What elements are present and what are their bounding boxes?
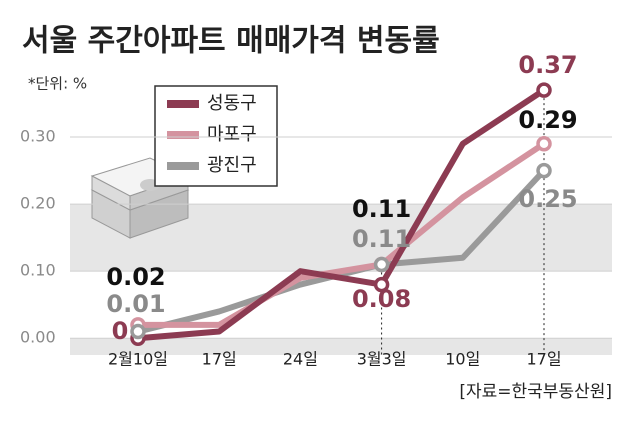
series-line: [138, 141, 546, 328]
subtitle: *단위: %: [28, 75, 87, 93]
point-marker: [536, 82, 552, 98]
series-line: [137, 168, 547, 335]
data-label: 0.37: [518, 51, 577, 79]
data-label: 0.11: [352, 225, 411, 253]
y-tick-label: 0.20: [20, 194, 56, 213]
data-label: 0.08: [352, 285, 411, 313]
legend-label: 광진구: [207, 155, 257, 176]
point-marker: [130, 323, 146, 340]
data-label: 0.01: [106, 290, 165, 318]
data-label: 0.02: [106, 263, 165, 291]
point-marker: [536, 162, 552, 179]
legend-label: 마포구: [207, 124, 257, 145]
x-tick-label: 17일: [526, 350, 561, 369]
legend-label: 성동구: [207, 93, 257, 114]
y-tick-label: 0.30: [20, 127, 56, 146]
point-marker: [373, 256, 390, 273]
y-tick-label: 0.00: [20, 328, 56, 347]
data-label: 0: [112, 317, 129, 345]
point-marker: [373, 276, 390, 293]
data-label: 0.29: [518, 106, 577, 134]
point-marker: [536, 136, 552, 152]
y-tick-label: 0.10: [20, 261, 56, 280]
data-label: 0.25: [518, 185, 577, 213]
x-tick-label: 3월3일: [357, 350, 407, 369]
data-label: 0.11: [352, 195, 411, 223]
x-tick-label: 10일: [445, 350, 480, 369]
x-tick-label: 2월10일: [108, 350, 168, 369]
x-tick-label: 24일: [283, 350, 318, 369]
series-line: [137, 87, 546, 342]
x-tick-label: 17일: [202, 350, 237, 369]
source: [자료=한국부동산원]: [459, 382, 612, 402]
chart-title: 서울 주간아파트 매매가격 변동률: [22, 24, 440, 59]
